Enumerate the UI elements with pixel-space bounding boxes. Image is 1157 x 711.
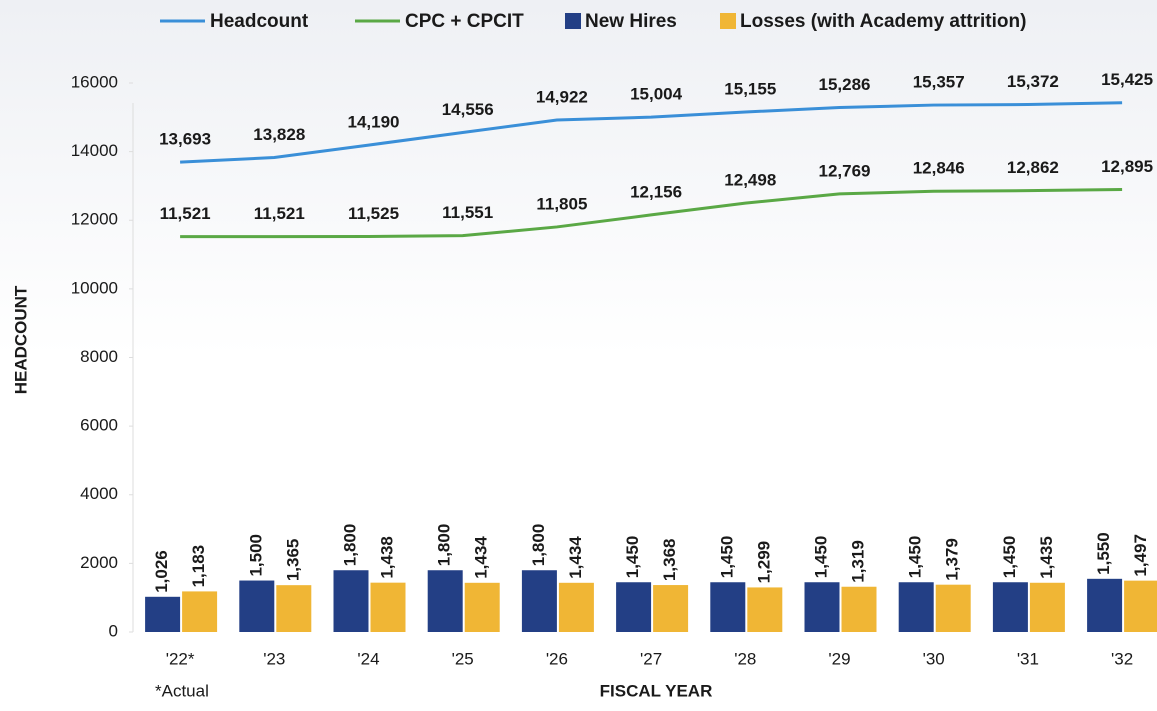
bar: [935, 584, 971, 632]
bar: [276, 585, 312, 632]
bar: [841, 586, 877, 632]
data-label: 1,299: [754, 541, 773, 584]
legend-label: CPC + CPCIT: [405, 11, 524, 32]
data-label: 12,156: [630, 182, 682, 201]
bar: [427, 570, 463, 632]
data-label: 1,026: [152, 550, 171, 593]
x-tick-label: '31: [1017, 649, 1039, 668]
bar: [747, 587, 783, 632]
data-label: 14,556: [442, 100, 494, 119]
data-label: 1,435: [1037, 536, 1056, 579]
data-label: 1,800: [340, 524, 359, 567]
line: [180, 101, 1123, 164]
bar: [558, 582, 594, 632]
data-label: 11,521: [254, 204, 305, 223]
data-label: 15,357: [913, 73, 965, 92]
bar: [239, 580, 275, 632]
y-tick-label: 6000: [80, 416, 118, 435]
bar: [521, 570, 557, 632]
data-label: 13,693: [159, 130, 211, 149]
x-tick-label: '32: [1111, 649, 1133, 668]
y-tick-label: 8000: [80, 347, 118, 366]
data-label: 15,004: [630, 85, 683, 104]
legend-label: Losses (with Academy attrition): [740, 11, 1026, 32]
bar: [1029, 582, 1065, 632]
x-tick-label: '27: [640, 649, 662, 668]
bar: [710, 582, 746, 632]
bar: [1087, 578, 1123, 632]
data-label: 1,450: [906, 536, 925, 579]
data-label: 12,895: [1101, 157, 1153, 176]
bar: [616, 582, 652, 632]
data-label: 14,190: [348, 113, 400, 132]
y-tick-label: 14000: [71, 141, 118, 160]
data-label: 11,551: [442, 203, 493, 222]
line: [180, 188, 1123, 239]
legend-label: Headcount: [210, 11, 309, 32]
x-tick-label: '28: [734, 649, 756, 668]
bar: [992, 582, 1028, 632]
y-tick-label: 12000: [71, 210, 118, 229]
x-tick-label: '24: [357, 649, 379, 668]
data-label: 1,450: [811, 536, 830, 579]
x-tick-label: '30: [923, 649, 945, 668]
bar: [1124, 580, 1157, 632]
x-tick-label: '26: [546, 649, 568, 668]
data-label: 1,365: [283, 539, 302, 582]
data-label: 12,498: [724, 171, 776, 190]
bar: [464, 582, 500, 632]
data-label: 1,800: [435, 524, 454, 567]
x-tick-label: '29: [828, 649, 850, 668]
x-tick-label: '23: [263, 649, 285, 668]
data-label: 1,434: [566, 536, 585, 579]
data-label: 11,521: [160, 204, 211, 223]
bar: [370, 582, 406, 632]
x-axis-label: FISCAL YEAR: [600, 681, 713, 700]
bar: [145, 596, 181, 632]
data-label: 12,846: [913, 159, 965, 178]
data-label: 12,769: [819, 161, 871, 180]
data-label: 1,438: [377, 536, 396, 579]
legend-swatch: [565, 13, 581, 29]
y-tick-label: 0: [109, 621, 118, 640]
legend-swatch: [720, 13, 736, 29]
data-label: 1,800: [529, 524, 548, 567]
bar: [653, 585, 689, 632]
data-label: 1,450: [623, 536, 642, 579]
data-label: 1,497: [1131, 534, 1150, 577]
data-label: 1,319: [848, 540, 867, 583]
data-label: 1,379: [943, 538, 962, 581]
data-label: 11,525: [348, 204, 399, 223]
data-label: 12,862: [1007, 158, 1059, 177]
data-label: 1,183: [189, 545, 208, 588]
data-label: 15,425: [1101, 70, 1153, 89]
data-label: 15,155: [724, 79, 776, 98]
data-label: 1,450: [1000, 536, 1019, 579]
y-tick-label: 4000: [80, 484, 118, 503]
data-label: 15,286: [819, 75, 871, 94]
x-tick-label: '25: [452, 649, 474, 668]
data-label: 11,805: [536, 194, 587, 213]
annotation: *Actual: [155, 681, 209, 700]
bar: [898, 582, 934, 632]
bar: [182, 591, 218, 632]
data-label: 1,368: [660, 539, 679, 582]
y-tick-label: 10000: [71, 278, 118, 297]
data-label: 1,434: [472, 536, 491, 579]
data-label: 14,922: [536, 87, 588, 106]
legend-label: New Hires: [585, 11, 677, 32]
y-axis-label: HEADCOUNT: [11, 285, 30, 394]
data-label: 1,500: [246, 534, 265, 577]
data-label: 15,372: [1007, 72, 1059, 91]
data-label: 1,550: [1094, 532, 1113, 575]
x-tick-label: '22*: [166, 649, 195, 668]
data-label: 13,828: [253, 125, 305, 144]
y-tick-label: 2000: [80, 553, 118, 572]
data-label: 1,450: [717, 536, 736, 579]
bar: [804, 582, 840, 632]
y-tick-label: 16000: [71, 72, 118, 91]
bar: [333, 570, 369, 632]
